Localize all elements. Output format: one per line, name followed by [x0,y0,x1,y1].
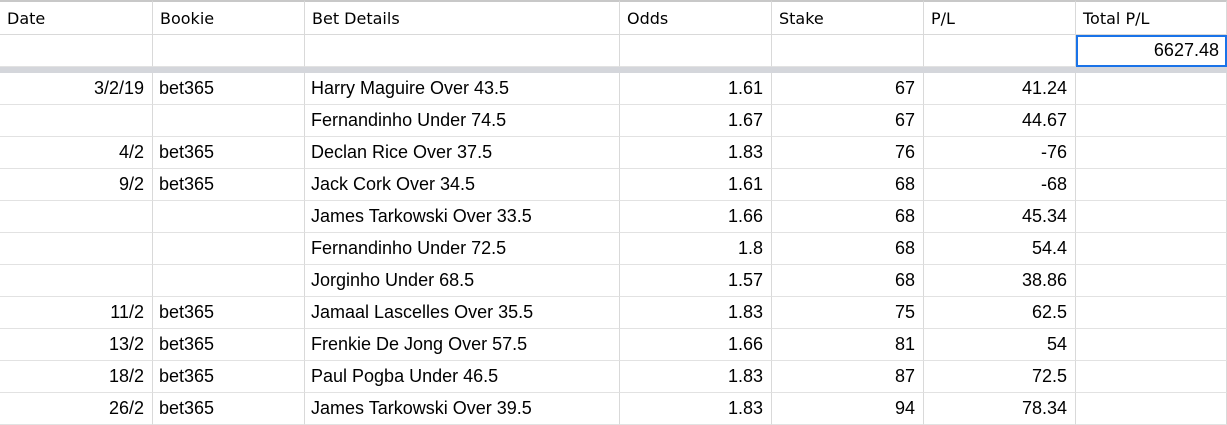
odds-cell[interactable]: 1.83 [620,393,772,425]
summary-empty-cell[interactable] [772,35,924,67]
date-cell[interactable]: 4/2 [0,137,153,169]
header-stake[interactable]: Stake [772,0,924,35]
bet-details-cell[interactable]: Paul Pogba Under 46.5 [305,361,620,393]
stake-cell[interactable]: 75 [772,297,924,329]
odds-cell[interactable]: 1.67 [620,105,772,137]
total-pl-cell[interactable] [1076,329,1227,361]
bookie-cell[interactable] [153,233,305,265]
header-odds[interactable]: Odds [620,0,772,35]
bookie-cell[interactable]: bet365 [153,329,305,361]
date-cell[interactable]: 13/2 [0,329,153,361]
stake-cell[interactable]: 81 [772,329,924,361]
stake-cell[interactable]: 68 [772,233,924,265]
pl-cell[interactable]: 78.34 [924,393,1076,425]
total-pl-cell[interactable] [1076,233,1227,265]
bookie-cell[interactable]: bet365 [153,73,305,105]
date-cell[interactable]: 9/2 [0,169,153,201]
header-date[interactable]: Date [0,0,153,35]
pl-cell[interactable]: 54.4 [924,233,1076,265]
bet-details-cell[interactable]: James Tarkowski Over 33.5 [305,201,620,233]
bet-details-cell[interactable]: Fernandinho Under 72.5 [305,233,620,265]
date-cell[interactable] [0,265,153,297]
total-pl-cell[interactable] [1076,265,1227,297]
summary-empty-cell[interactable] [153,35,305,67]
stake-cell[interactable]: 67 [772,73,924,105]
pl-cell[interactable]: 62.5 [924,297,1076,329]
summary-empty-cell[interactable] [305,35,620,67]
bookie-cell[interactable]: bet365 [153,297,305,329]
odds-cell[interactable]: 1.57 [620,265,772,297]
odds-cell[interactable]: 1.83 [620,361,772,393]
pl-cell[interactable]: 72.5 [924,361,1076,393]
bet-details-cell[interactable]: James Tarkowski Over 39.5 [305,393,620,425]
total-pl-cell[interactable] [1076,169,1227,201]
header-bet-details[interactable]: Bet Details [305,0,620,35]
stake-cell[interactable]: 68 [772,265,924,297]
bets-table: 3/2/19 bet365 Harry Maguire Over 43.5 1.61 6… [0,73,1227,425]
date-cell[interactable] [0,105,153,137]
total-pl-cell[interactable] [1076,201,1227,233]
odds-cell[interactable]: 1.61 [620,169,772,201]
pl-cell[interactable]: 45.34 [924,201,1076,233]
pl-cell[interactable]: -68 [924,169,1076,201]
total-pl-cell[interactable] [1076,105,1227,137]
total-pl-cell[interactable] [1076,73,1227,105]
date-cell[interactable] [0,201,153,233]
total-pl-cell[interactable] [1076,361,1227,393]
total-pl-cell[interactable] [1076,393,1227,425]
date-cell[interactable] [0,233,153,265]
date-cell[interactable]: 18/2 [0,361,153,393]
summary-empty-cell[interactable] [924,35,1076,67]
stake-cell[interactable]: 76 [772,137,924,169]
header-total-pl[interactable]: Total P/L [1076,0,1227,35]
stake-cell[interactable]: 87 [772,361,924,393]
header-bookie[interactable]: Bookie [153,0,305,35]
odds-cell[interactable]: 1.8 [620,233,772,265]
bet-details-cell[interactable]: Jorginho Under 68.5 [305,265,620,297]
bet-details-cell[interactable]: Frenkie De Jong Over 57.5 [305,329,620,361]
date-cell[interactable]: 11/2 [0,297,153,329]
odds-cell[interactable]: 1.66 [620,329,772,361]
odds-cell[interactable]: 1.83 [620,297,772,329]
bet-details-cell[interactable]: Fernandinho Under 74.5 [305,105,620,137]
pl-cell[interactable]: 54 [924,329,1076,361]
bookie-cell[interactable]: bet365 [153,169,305,201]
header-pl[interactable]: P/L [924,0,1076,35]
bet-details-cell[interactable]: Jack Cork Over 34.5 [305,169,620,201]
total-pl-value-cell[interactable]: 6627.48 [1076,35,1227,67]
bookie-cell[interactable]: bet365 [153,393,305,425]
bookie-cell[interactable]: bet365 [153,361,305,393]
pl-cell[interactable]: 38.86 [924,265,1076,297]
stake-cell[interactable]: 68 [772,169,924,201]
odds-cell[interactable]: 1.66 [620,201,772,233]
date-cell[interactable]: 26/2 [0,393,153,425]
pl-cell[interactable]: -76 [924,137,1076,169]
summary-empty-cell[interactable] [0,35,153,67]
odds-cell[interactable]: 1.61 [620,73,772,105]
stake-cell[interactable]: 94 [772,393,924,425]
frozen-rows-divider[interactable] [0,67,1227,73]
bet-details-cell[interactable]: Declan Rice Over 37.5 [305,137,620,169]
bookie-cell[interactable] [153,265,305,297]
bet-details-cell[interactable]: Jamaal Lascelles Over 35.5 [305,297,620,329]
header-grid: Date Bookie Bet Details Odds Stake P/L T… [0,0,1227,67]
date-cell[interactable]: 3/2/19 [0,73,153,105]
stake-cell[interactable]: 68 [772,201,924,233]
summary-empty-cell[interactable] [620,35,772,67]
pl-cell[interactable]: 44.67 [924,105,1076,137]
odds-cell[interactable]: 1.83 [620,137,772,169]
bet-details-cell[interactable]: Harry Maguire Over 43.5 [305,73,620,105]
total-pl-cell[interactable] [1076,137,1227,169]
stake-cell[interactable]: 67 [772,105,924,137]
pl-cell[interactable]: 41.24 [924,73,1076,105]
bookie-cell[interactable] [153,201,305,233]
total-pl-cell[interactable] [1076,297,1227,329]
bookie-cell[interactable]: bet365 [153,137,305,169]
bookie-cell[interactable] [153,105,305,137]
